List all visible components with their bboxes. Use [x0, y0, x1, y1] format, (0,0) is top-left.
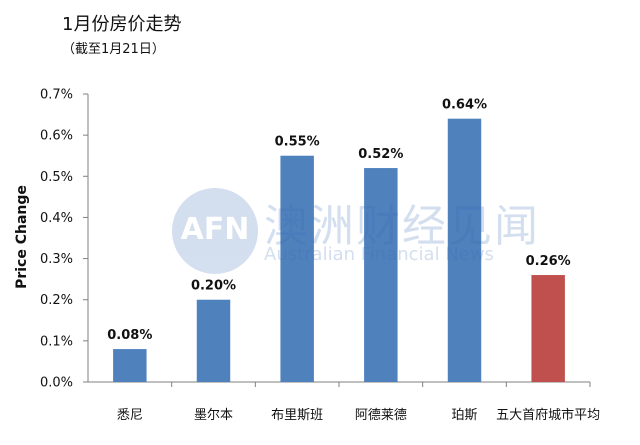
x-tick-label: 墨尔本	[194, 408, 233, 423]
y-tick-label: 0.3%	[40, 252, 73, 267]
x-tick-label: 阿德莱德	[355, 408, 407, 423]
data-label: 0.52%	[358, 147, 403, 162]
bar	[447, 118, 482, 382]
y-tick-label: 0.6%	[40, 129, 73, 144]
data-label: 0.08%	[107, 328, 152, 343]
x-tick-label: 悉尼	[117, 408, 143, 423]
chart-axes: 0.0% 0.1% 0.2% 0.3% 0.4% 0.5% 0.6% 0.7%	[40, 88, 591, 391]
data-label: 0.20%	[191, 279, 236, 294]
y-tick-label: 0.1%	[40, 334, 73, 349]
bar	[113, 349, 147, 382]
x-tick-label: 五大首府城市平均	[496, 407, 600, 423]
y-tick-label: 0.0%	[40, 376, 73, 391]
bar	[531, 275, 565, 382]
data-label: 0.64%	[442, 98, 487, 113]
x-tick-label: 珀斯	[451, 408, 477, 423]
chart-bars	[113, 118, 565, 382]
chart-labels: 0.08% 悉尼 0.20% 墨尔本 0.55% 布里斯班 0.52% 阿德莱德 0.64% 珀斯…	[107, 98, 600, 423]
x-tick-label: 布里斯班	[271, 408, 323, 423]
y-tick-label: 0.5%	[40, 170, 73, 185]
chart-subtitle: （截至1月21日）	[62, 42, 165, 57]
data-label: 0.26%	[526, 254, 571, 269]
chart-title: 1月份房价走势	[62, 14, 182, 35]
data-label: 0.55%	[275, 135, 320, 150]
y-tick-label: 0.4%	[40, 211, 73, 226]
y-tick-label: 0.7%	[40, 88, 73, 103]
y-tick-label: 0.2%	[40, 293, 73, 308]
bar	[364, 168, 398, 382]
y-axis-label: Price Change	[14, 185, 30, 289]
bar	[280, 155, 314, 382]
bar	[196, 299, 231, 382]
